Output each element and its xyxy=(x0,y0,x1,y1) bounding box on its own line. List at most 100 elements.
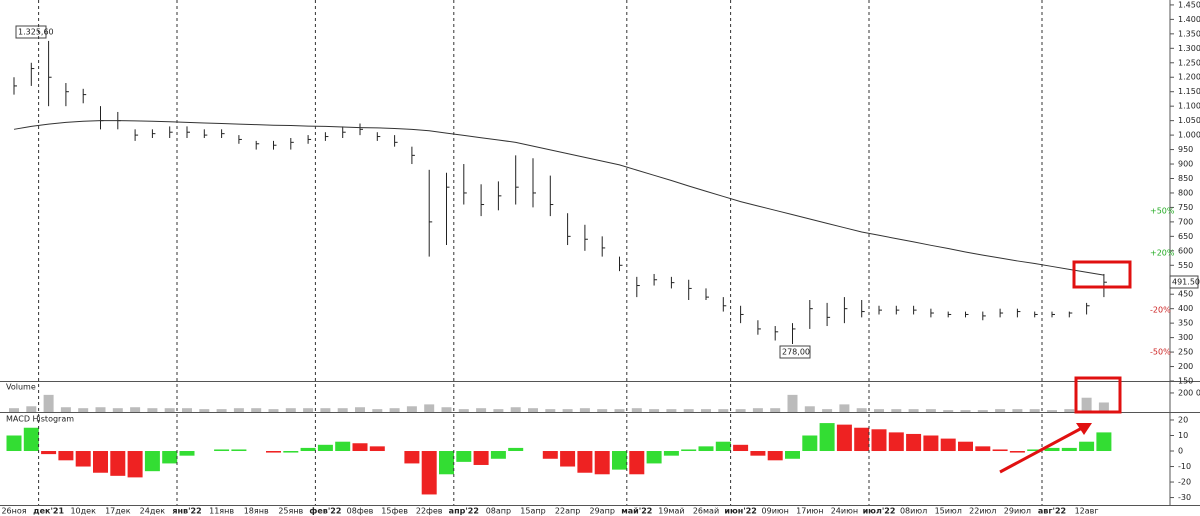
macd-bar xyxy=(1061,447,1077,452)
volume-bar xyxy=(960,410,971,412)
x-tick-label: фев'22 xyxy=(309,507,341,516)
macd-bar xyxy=(992,449,1008,452)
y-tick-label: 800 xyxy=(1178,188,1193,197)
annotation: +20% xyxy=(1150,249,1175,258)
x-tick-label: 26ноя xyxy=(1,507,26,516)
y-tick-label: 700 xyxy=(1178,217,1193,226)
macd-bar xyxy=(577,451,593,473)
volume-bar xyxy=(458,409,469,412)
x-tick-label: дек'21 xyxy=(33,507,64,516)
volume-bar xyxy=(95,407,106,412)
volume-bar xyxy=(147,408,158,412)
volume-bar xyxy=(389,408,400,412)
y-tick-label: 600 xyxy=(1178,246,1193,255)
macd-bar xyxy=(560,451,576,467)
volume-bar xyxy=(770,408,781,412)
volume-bar xyxy=(320,408,331,412)
y-tick-label: 350 xyxy=(1178,319,1193,328)
y-tick-label: 1.050 xyxy=(1178,116,1200,125)
x-tick-label: 08апр xyxy=(486,507,511,516)
macd-bar xyxy=(508,447,524,452)
x-tick-label: июл'22 xyxy=(863,507,896,516)
macd-bar xyxy=(58,451,74,461)
macd-bar xyxy=(110,451,126,476)
volume-bar xyxy=(614,409,625,412)
macd-bar xyxy=(785,451,800,459)
macd-bar xyxy=(698,446,714,452)
macd-bar xyxy=(162,451,178,464)
highlight-box xyxy=(1072,260,1132,289)
volume-bar xyxy=(562,409,573,412)
macd-bar xyxy=(923,435,939,452)
volume-bar xyxy=(752,408,763,412)
macd-bar xyxy=(214,449,230,452)
volume-bar xyxy=(268,409,279,412)
macd-bar xyxy=(404,451,420,464)
volume-bar xyxy=(424,404,435,412)
volume-bar xyxy=(597,409,608,412)
volume-bar xyxy=(649,409,660,412)
macd-bar xyxy=(940,438,956,452)
x-tick-label: 22фев xyxy=(416,507,443,516)
macd-bar xyxy=(93,451,108,473)
y-tick-label: 1.450 xyxy=(1178,0,1200,9)
x-tick-label: 15апр xyxy=(520,507,545,516)
volume-bar xyxy=(112,408,123,412)
volume-bar xyxy=(199,409,210,412)
volume-bar xyxy=(718,409,729,412)
y-tick-label: 1.350 xyxy=(1178,29,1200,38)
macd-bar xyxy=(231,449,247,452)
volume-bar xyxy=(1064,409,1075,412)
annotation: 278,00 xyxy=(782,348,810,357)
x-tick-label: 29апр xyxy=(590,507,615,516)
volume-bar xyxy=(891,409,902,412)
x-tick-label: 15июл xyxy=(935,507,962,516)
x-tick-label: 19май xyxy=(658,507,684,516)
volume-bar xyxy=(233,408,244,412)
y-tick-label: 200 000 xyxy=(1178,388,1200,397)
macd-bar xyxy=(906,433,922,452)
y-tick-label: 1.100 xyxy=(1178,102,1200,111)
macd-bar xyxy=(41,451,57,455)
macd-bar xyxy=(317,444,333,452)
macd-bar xyxy=(836,424,852,452)
volume-bar xyxy=(355,407,365,412)
macd-bar xyxy=(715,441,731,452)
y-tick-label: 300 xyxy=(1178,333,1193,342)
y-tick-label: 1.300 xyxy=(1178,44,1200,53)
volume-bar xyxy=(1029,409,1040,412)
macd-bar xyxy=(958,441,973,452)
y-tick-label: -30 xyxy=(1178,493,1191,502)
volume-bar xyxy=(995,409,1006,412)
volume-bar xyxy=(9,408,19,412)
x-tick-label: 22июл xyxy=(969,507,996,516)
panel-title: Volume xyxy=(6,383,36,392)
volume-bar xyxy=(337,408,348,412)
macd-bar xyxy=(179,451,195,456)
volume-bar xyxy=(683,409,694,412)
x-tick-label: 11янв xyxy=(209,507,234,516)
macd-bar xyxy=(283,451,299,453)
macd-bar xyxy=(456,451,472,462)
volume-bar xyxy=(493,409,504,412)
label-box xyxy=(779,345,811,359)
macd-bar xyxy=(646,451,662,464)
y-tick-label: 550 xyxy=(1178,261,1193,270)
x-tick-label: 08июл xyxy=(900,507,927,516)
macd-bar xyxy=(127,451,143,478)
macd-bar xyxy=(1096,432,1112,452)
x-tick-label: 17дек xyxy=(105,507,131,516)
moving-average xyxy=(13,120,1104,276)
macd-bar xyxy=(352,443,368,452)
x-tick-label: 08фев xyxy=(347,507,374,516)
volume-bar xyxy=(406,406,417,412)
macd-bar xyxy=(421,451,437,495)
y-tick-label: 400 xyxy=(1178,304,1193,313)
y-tick-label: 1.400 xyxy=(1178,15,1200,24)
macd-bar xyxy=(1044,447,1060,452)
x-tick-label: 29июл xyxy=(1004,507,1031,516)
y-tick-label: 750 xyxy=(1178,203,1193,212)
macd-bar xyxy=(473,451,489,465)
x-tick-label: май'22 xyxy=(621,507,652,516)
x-tick-label: апр'22 xyxy=(449,507,479,516)
